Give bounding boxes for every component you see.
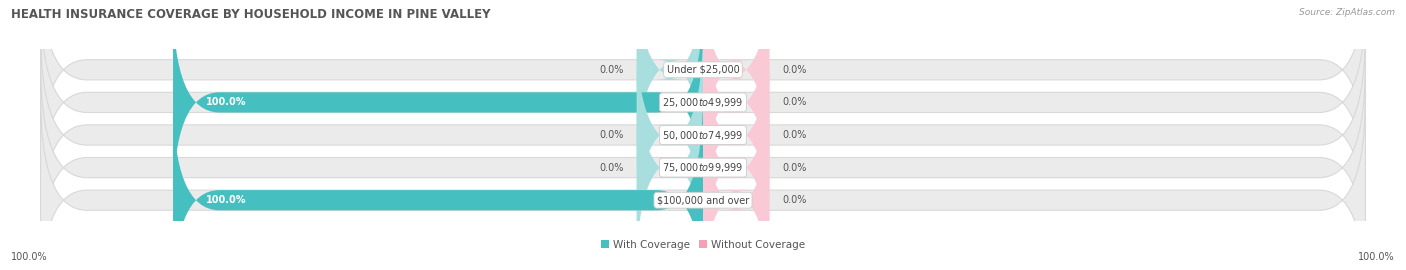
Text: 100.0%: 100.0%	[1358, 252, 1395, 262]
Text: Under $25,000: Under $25,000	[666, 65, 740, 75]
FancyBboxPatch shape	[41, 0, 1365, 206]
Legend: With Coverage, Without Coverage: With Coverage, Without Coverage	[596, 236, 810, 254]
Text: 0.0%: 0.0%	[599, 130, 623, 140]
Text: 0.0%: 0.0%	[783, 130, 807, 140]
FancyBboxPatch shape	[41, 0, 1365, 174]
Text: $100,000 and over: $100,000 and over	[657, 195, 749, 205]
Text: HEALTH INSURANCE COVERAGE BY HOUSEHOLD INCOME IN PINE VALLEY: HEALTH INSURANCE COVERAGE BY HOUSEHOLD I…	[11, 8, 491, 21]
FancyBboxPatch shape	[637, 64, 703, 270]
FancyBboxPatch shape	[637, 31, 703, 239]
FancyBboxPatch shape	[703, 64, 769, 270]
Text: $50,000 to $74,999: $50,000 to $74,999	[662, 129, 744, 141]
FancyBboxPatch shape	[41, 31, 1365, 239]
Text: 0.0%: 0.0%	[599, 163, 623, 173]
FancyBboxPatch shape	[637, 0, 703, 174]
FancyBboxPatch shape	[173, 0, 703, 206]
FancyBboxPatch shape	[173, 96, 703, 270]
Text: 0.0%: 0.0%	[783, 65, 807, 75]
Text: 0.0%: 0.0%	[783, 163, 807, 173]
FancyBboxPatch shape	[41, 96, 1365, 270]
Text: 100.0%: 100.0%	[207, 195, 246, 205]
Text: 0.0%: 0.0%	[599, 65, 623, 75]
FancyBboxPatch shape	[703, 0, 769, 174]
FancyBboxPatch shape	[41, 64, 1365, 270]
Text: Source: ZipAtlas.com: Source: ZipAtlas.com	[1299, 8, 1395, 17]
FancyBboxPatch shape	[703, 31, 769, 239]
Text: 0.0%: 0.0%	[783, 97, 807, 107]
Text: $75,000 to $99,999: $75,000 to $99,999	[662, 161, 744, 174]
FancyBboxPatch shape	[703, 0, 769, 206]
Text: 0.0%: 0.0%	[783, 195, 807, 205]
Text: 100.0%: 100.0%	[11, 252, 48, 262]
FancyBboxPatch shape	[703, 96, 769, 270]
Text: $25,000 to $49,999: $25,000 to $49,999	[662, 96, 744, 109]
Text: 100.0%: 100.0%	[207, 97, 246, 107]
